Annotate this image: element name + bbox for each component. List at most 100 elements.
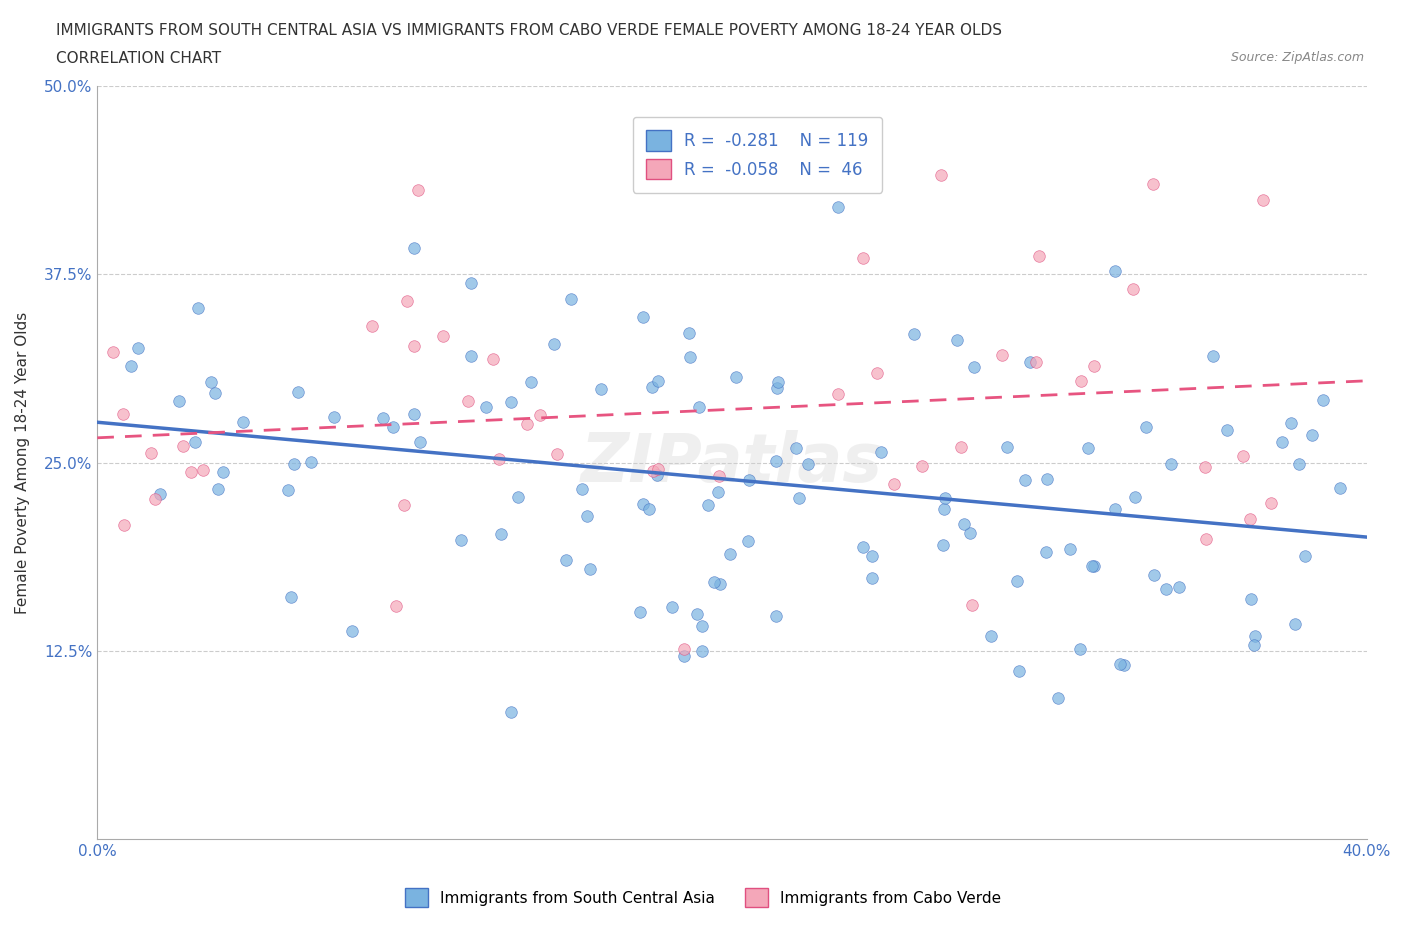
Point <box>1154 581 1177 596</box>
Point <box>149 486 172 501</box>
Point <box>709 577 731 591</box>
Point <box>1243 638 1265 653</box>
Point <box>529 407 551 422</box>
Point <box>1035 545 1057 560</box>
Point <box>911 458 934 473</box>
Point <box>519 375 541 390</box>
Point <box>1104 263 1126 278</box>
Point <box>870 445 893 459</box>
Point <box>143 492 166 507</box>
Point <box>576 508 599 523</box>
Point <box>120 359 142 374</box>
Point <box>543 337 565 352</box>
Point <box>883 477 905 492</box>
Point <box>283 457 305 472</box>
Point <box>1281 416 1303 431</box>
Point <box>934 502 956 517</box>
Point <box>766 375 789 390</box>
Point <box>990 348 1012 363</box>
Point <box>934 491 956 506</box>
Point <box>1135 419 1157 434</box>
Point <box>860 570 883 585</box>
Point <box>628 604 651 619</box>
Point <box>1195 531 1218 546</box>
Text: IMMIGRANTS FROM SOUTH CENTRAL ASIA VS IMMIGRANTS FROM CABO VERDE FEMALE POVERTY : IMMIGRANTS FROM SOUTH CENTRAL ASIA VS IM… <box>56 23 1002 38</box>
Point <box>232 415 254 430</box>
Point <box>546 446 568 461</box>
Point <box>204 385 226 400</box>
Point <box>673 642 696 657</box>
Point <box>1083 358 1105 373</box>
Point <box>392 498 415 512</box>
Point <box>953 517 976 532</box>
Point <box>277 483 299 498</box>
Point <box>501 705 523 720</box>
Point <box>959 525 981 540</box>
Point <box>851 539 873 554</box>
Point <box>980 629 1002 644</box>
Point <box>361 318 384 333</box>
Point <box>852 251 875 266</box>
Point <box>1240 591 1263 606</box>
Point <box>949 440 972 455</box>
Point <box>1108 657 1130 671</box>
Point <box>193 462 215 477</box>
Point <box>707 485 730 499</box>
Point <box>488 452 510 467</box>
Legend: R =  -0.281    N = 119, R =  -0.058    N =  46: R = -0.281 N = 119, R = -0.058 N = 46 <box>633 117 882 193</box>
Point <box>280 590 302 604</box>
Point <box>450 533 472 548</box>
Point <box>287 384 309 399</box>
Point <box>1301 428 1323 443</box>
Point <box>1081 559 1104 574</box>
Point <box>1329 481 1351 496</box>
Point <box>1123 489 1146 504</box>
Point <box>1025 354 1047 369</box>
Point <box>690 619 713 634</box>
Point <box>703 575 725 590</box>
Point <box>187 300 209 315</box>
Point <box>1232 448 1254 463</box>
Point <box>184 434 207 449</box>
Point <box>1251 193 1274 208</box>
Point <box>1288 457 1310 472</box>
Point <box>932 538 955 552</box>
Point <box>172 439 194 454</box>
Point <box>1122 281 1144 296</box>
Point <box>457 393 479 408</box>
Point <box>322 410 344 425</box>
Point <box>1112 658 1135 673</box>
Point <box>827 199 849 214</box>
Point <box>180 464 202 479</box>
Point <box>962 597 984 612</box>
Point <box>432 328 454 343</box>
Point <box>1202 349 1225 364</box>
Point <box>860 549 883 564</box>
Point <box>299 454 322 469</box>
Point <box>765 608 787 623</box>
Point <box>929 167 952 182</box>
Point <box>571 482 593 497</box>
Point <box>1019 354 1042 369</box>
Point <box>560 292 582 307</box>
Point <box>690 644 713 658</box>
Point <box>506 489 529 504</box>
Text: CORRELATION CHART: CORRELATION CHART <box>56 51 221 66</box>
Point <box>709 469 731 484</box>
Point <box>516 417 538 432</box>
Point <box>1239 512 1261 526</box>
Point <box>737 533 759 548</box>
Point <box>1194 459 1216 474</box>
Point <box>686 606 709 621</box>
Point <box>1104 502 1126 517</box>
Point <box>688 400 710 415</box>
Point <box>404 407 426 422</box>
Point <box>1083 559 1105 574</box>
Point <box>647 373 669 388</box>
Point <box>903 326 925 341</box>
Point <box>1014 473 1036 488</box>
Point <box>1244 629 1267 644</box>
Point <box>645 468 668 483</box>
Point <box>139 446 162 461</box>
Point <box>1143 567 1166 582</box>
